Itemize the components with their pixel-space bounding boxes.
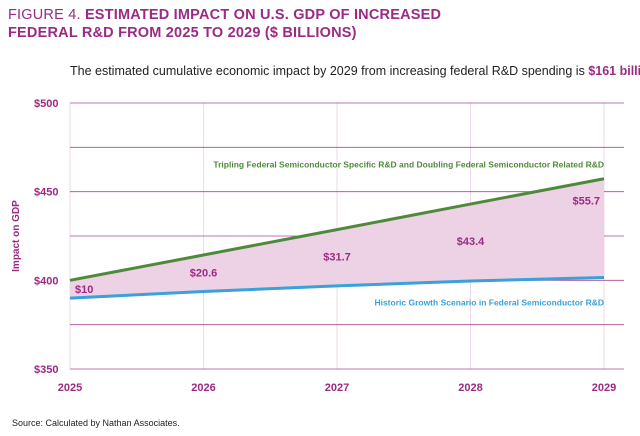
x-tick-label: 2025 — [58, 382, 82, 394]
y-tick-label: $500 — [34, 98, 58, 110]
series-label-tripling: Tripling Federal Semiconductor Specific … — [213, 160, 604, 170]
series-label-historic: Historic Growth Scenario in Federal Semi… — [374, 297, 604, 307]
title-line-2: FEDERAL R&D FROM 2025 TO 2029 ($ BILLION… — [8, 25, 357, 41]
x-tick-label: 2029 — [592, 382, 616, 394]
title-line-1: ESTIMATED IMPACT ON U.S. GDP OF INCREASE… — [84, 7, 442, 23]
figure-title: FIGURE 4. ESTIMATED IMPACT ON U.S. GDP O… — [8, 6, 633, 42]
y-tick-label: $450 — [34, 187, 58, 199]
subtitle-highlight: $161 billion — [588, 64, 640, 78]
series-line-tripling — [69, 177, 605, 282]
series-lines — [69, 177, 605, 300]
x-tick-label: 2028 — [458, 382, 482, 394]
series-line-historic — [69, 275, 605, 300]
x-tick-label: 2026 — [191, 382, 215, 394]
difference-fill — [70, 178, 604, 299]
difference-label: $43.4 — [457, 236, 485, 248]
difference-label: $31.7 — [323, 252, 351, 264]
figure-label: FIGURE 4. — [8, 7, 81, 23]
source-note: Source: Calculated by Nathan Associates. — [12, 418, 180, 428]
y-tick-label: $400 — [34, 275, 58, 287]
difference-label: $55.7 — [572, 195, 600, 207]
y-tick-label: $350 — [34, 364, 58, 376]
axis-labels: $350 $400 $450 $500 2025 2026 2027 2028 2029 Impa… — [11, 98, 616, 394]
chart-subtitle: The estimated cumulative economic impact… — [70, 64, 640, 78]
subtitle-text: The estimated cumulative economic impact… — [70, 64, 589, 78]
difference-label: $20.6 — [190, 268, 218, 280]
series-labels: Tripling Federal Semiconductor Specific … — [213, 160, 604, 308]
difference-area — [70, 178, 604, 299]
difference-label: $10 — [75, 284, 93, 296]
y-axis-title: Impact on GDP — [11, 200, 22, 272]
x-tick-label: 2027 — [325, 382, 349, 394]
data-labels: $10 $20.6 $31.7 $43.4 $55.7 — [75, 195, 600, 296]
